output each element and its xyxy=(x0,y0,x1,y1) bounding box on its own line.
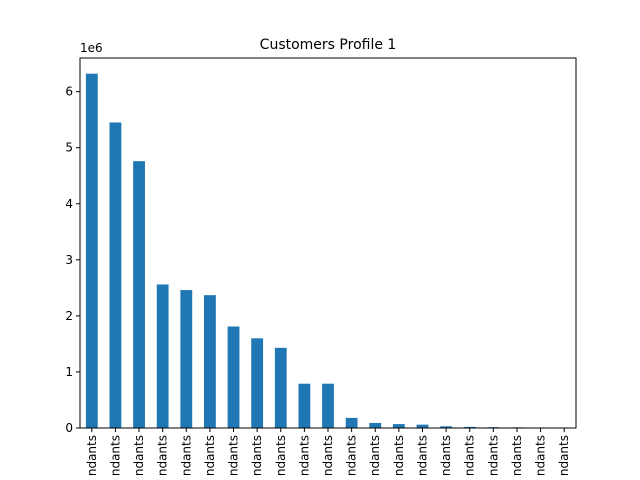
y-tick-label: 4 xyxy=(65,197,73,211)
y-tick-label: 0 xyxy=(65,421,73,435)
x-tick-label: ndants xyxy=(392,435,406,476)
bar xyxy=(416,424,429,428)
x-tick-label: ndants xyxy=(203,435,217,476)
bar xyxy=(85,73,98,428)
x-axis: ndants ndants ndants ndants ndants ndants ndan… xyxy=(85,428,571,476)
x-tick-label: ndants xyxy=(179,435,193,476)
plot-area-frame xyxy=(79,57,577,429)
bar xyxy=(463,426,476,428)
chart-title: Customers Profile 1 xyxy=(260,37,397,53)
x-tick-label: ndants xyxy=(297,435,311,476)
bar xyxy=(156,284,169,428)
y-tick-label: 5 xyxy=(65,141,73,155)
x-tick-label: ndants xyxy=(321,435,335,476)
x-tick-label: ndants xyxy=(108,435,122,476)
y-tick-label: 2 xyxy=(65,309,73,323)
x-tick-label: ndants xyxy=(85,435,99,476)
x-tick-label: ndants xyxy=(486,435,500,476)
x-tick-label: ndants xyxy=(227,435,241,476)
y-axis-offset-label: 1e6 xyxy=(80,41,103,55)
x-tick-label: ndants xyxy=(510,435,524,476)
bar xyxy=(440,426,452,428)
bar xyxy=(322,383,334,428)
x-tick-label: ndants xyxy=(415,435,429,476)
bar xyxy=(251,338,264,428)
bar xyxy=(274,347,287,428)
x-tick-label: ndants xyxy=(557,435,571,476)
y-tick-label: 6 xyxy=(65,85,73,99)
x-tick-label: ndants xyxy=(156,435,170,476)
y-tick-label: 3 xyxy=(65,253,73,267)
x-tick-label: ndants xyxy=(368,435,382,476)
bar xyxy=(369,422,382,428)
x-tick-label: ndants xyxy=(439,435,453,476)
x-tick-label: ndants xyxy=(132,435,146,476)
x-tick-label: ndants xyxy=(250,435,264,476)
bar xyxy=(298,383,311,428)
bar xyxy=(227,326,240,428)
y-tick-label: 1 xyxy=(65,365,73,379)
x-tick-label: ndants xyxy=(534,435,548,476)
bar xyxy=(392,424,405,428)
bar xyxy=(133,161,145,428)
bar xyxy=(180,290,193,428)
y-axis: 0 1 2 3 4 5 6 xyxy=(65,85,80,435)
bar xyxy=(204,295,216,428)
bars-group xyxy=(85,73,571,428)
bar xyxy=(109,122,122,428)
x-tick-label: ndants xyxy=(463,435,477,476)
x-tick-label: ndants xyxy=(345,435,359,476)
x-tick-label: ndants xyxy=(274,435,288,476)
bar xyxy=(345,417,358,428)
